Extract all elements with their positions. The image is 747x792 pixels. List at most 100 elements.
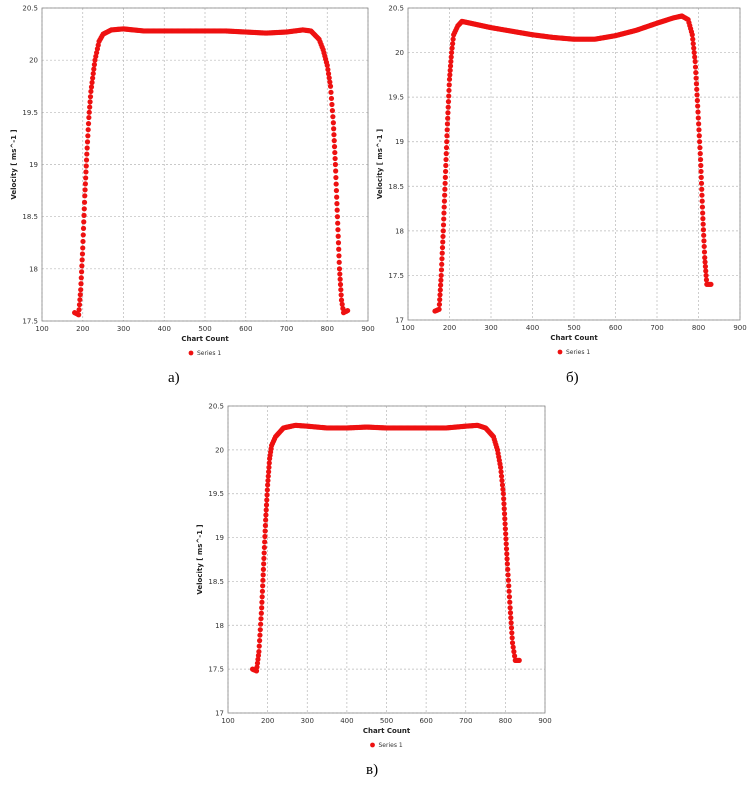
x-tick-label: 100 — [401, 324, 414, 332]
data-point — [503, 541, 509, 547]
data-point — [78, 275, 84, 281]
data-point — [258, 616, 264, 622]
x-axis-title: Chart Count — [181, 335, 229, 343]
data-point — [506, 583, 512, 589]
chart-a: 100 200 300 400 500 600 700 800 900 17.5 18 18.5 19 1… — [0, 0, 375, 370]
data-point — [702, 259, 708, 265]
data-point — [87, 94, 94, 100]
data-point — [81, 212, 87, 218]
data-point — [703, 277, 710, 283]
data-point — [265, 473, 271, 479]
data-point — [501, 511, 508, 517]
data-point — [499, 477, 505, 484]
data-point — [333, 181, 339, 187]
data-point — [260, 583, 266, 589]
x-tick-label: 800 — [499, 717, 512, 725]
data-point — [440, 233, 446, 240]
data-point — [83, 157, 90, 163]
data-point — [700, 221, 706, 227]
data-point — [257, 638, 263, 644]
x-axis-title: Chart Count — [550, 334, 598, 342]
x-tick-label: 800 — [321, 325, 334, 333]
data-point — [498, 464, 504, 470]
data-point — [441, 216, 447, 222]
data-point — [332, 149, 338, 156]
data-point — [256, 643, 262, 649]
data-point — [443, 156, 449, 163]
data-point — [696, 121, 702, 127]
data-point — [83, 163, 89, 169]
data-point — [77, 297, 83, 303]
data-point — [503, 531, 509, 537]
data-point — [81, 199, 88, 205]
data-point — [264, 487, 270, 493]
x-tick-label: 300 — [117, 325, 130, 333]
data-point — [82, 181, 88, 187]
data-point — [703, 272, 709, 279]
data-point — [255, 656, 261, 662]
data-point — [78, 287, 84, 293]
data-point — [87, 99, 93, 105]
data-point — [698, 174, 704, 180]
data-point — [499, 482, 506, 488]
data-point — [328, 95, 335, 102]
x-tick-label: 500 — [567, 324, 580, 332]
x-tick-label: 500 — [380, 717, 393, 725]
y-tick-label: 20.5 — [208, 403, 224, 411]
data-point — [444, 133, 450, 139]
data-point — [85, 121, 92, 127]
data-point — [692, 54, 698, 60]
plot-frame — [227, 405, 546, 714]
data-point — [696, 133, 702, 139]
data-point — [259, 588, 266, 594]
data-point — [505, 566, 511, 572]
data-point — [330, 120, 336, 126]
data-point — [702, 263, 709, 270]
y-tick-label: 17.5 — [22, 318, 38, 326]
data-point — [446, 76, 453, 82]
legend-label: Series 1 — [566, 349, 590, 356]
data-point — [83, 175, 89, 181]
y-tick-label: 20 — [29, 57, 38, 65]
data-point — [695, 103, 701, 109]
data-point — [334, 201, 340, 207]
caption-a: а) — [168, 370, 180, 386]
data-point — [260, 577, 266, 583]
data-point — [259, 599, 265, 605]
data-point — [445, 99, 452, 105]
data-point — [81, 219, 87, 225]
data-point — [88, 84, 95, 90]
data-point — [255, 652, 262, 659]
data-point — [262, 528, 268, 534]
data-point — [450, 36, 456, 42]
data-point — [76, 307, 82, 313]
data-point — [336, 266, 343, 272]
data-point — [511, 649, 517, 655]
data-point — [335, 240, 342, 246]
data-point — [447, 63, 454, 69]
x-tick-label: 100 — [35, 325, 48, 333]
data-point — [507, 599, 513, 605]
y-tick-label: 19.5 — [208, 490, 224, 498]
data-point — [446, 93, 452, 99]
data-point — [508, 615, 514, 621]
data-point — [509, 635, 515, 641]
data-point — [335, 227, 341, 233]
x-tick-label: 200 — [443, 324, 456, 332]
data-point — [437, 292, 443, 298]
data-point — [333, 187, 340, 194]
data-point — [436, 301, 443, 308]
data-point — [324, 62, 330, 68]
data-point — [700, 210, 706, 216]
data-point — [259, 594, 265, 600]
y-tick-label: 17 — [215, 710, 224, 718]
data-point — [332, 155, 338, 162]
y-tick-label: 20.5 — [22, 5, 38, 13]
data-point — [441, 198, 448, 204]
data-point — [86, 109, 92, 115]
data-point — [699, 192, 705, 198]
data-point — [508, 625, 515, 631]
data-point — [338, 292, 344, 298]
data-point — [325, 66, 331, 73]
x-tick-label: 400 — [526, 324, 539, 332]
